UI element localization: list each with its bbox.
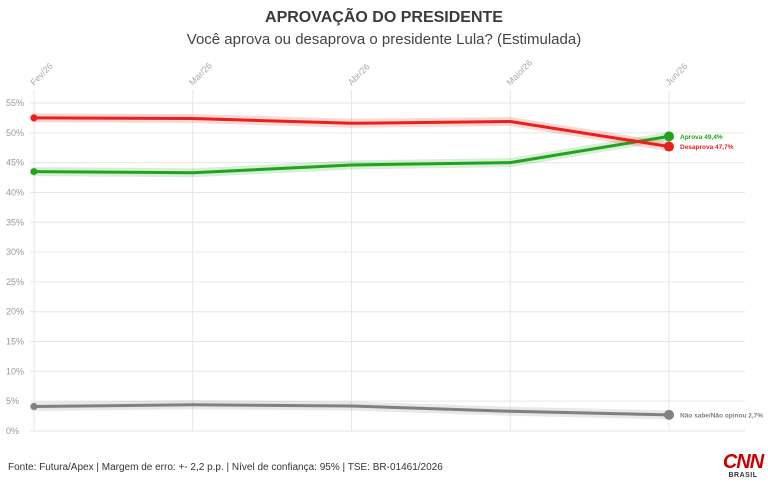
series-end-label: Desaprova 47,7% (680, 144, 734, 151)
y-axis: 0% 5% 10% 15% 20% 25% 30% 35% 40% 45% 50% 55% (6, 98, 24, 436)
series-line (32, 116, 671, 148)
y-tick-label: 50% (6, 128, 24, 138)
logo-sub-text: BRASIL (728, 472, 758, 479)
x-tick-label: Fev/26 (28, 61, 55, 88)
series-start-point (30, 403, 38, 411)
series-end-point (664, 409, 674, 420)
series-start-point (30, 114, 38, 122)
y-tick-label: 40% (6, 187, 24, 197)
x-tick-label: Jun/26 (663, 61, 689, 87)
logo-main-text: CNN (722, 451, 764, 473)
chart-title: APROVAÇÃO DO PRESIDENTE (265, 9, 503, 26)
series-line (32, 134, 671, 175)
y-tick-label: 35% (6, 217, 24, 227)
series-end-label: Aprova 49,4% (680, 134, 723, 141)
cnn-logo: CNN BRASIL (722, 452, 764, 479)
y-tick-label: 10% (6, 366, 24, 376)
series-end-point (664, 141, 674, 152)
x-tick-label: Mar/26 (187, 61, 214, 88)
x-tick-label: Maio/26 (505, 58, 535, 88)
y-tick-label: 45% (6, 158, 24, 168)
series-end-label: Não sabe/Não opinou 2,7% (680, 412, 763, 419)
y-tick-label: 55% (6, 98, 24, 108)
y-tick-label: 30% (6, 247, 24, 257)
y-tick-label: 15% (6, 337, 24, 347)
y-tick-label: 20% (6, 307, 24, 317)
chart-subtitle: Você aprova ou desaprova o presidente Lu… (186, 31, 582, 48)
chart-series: Aprova 49,4% Desaprova 47,7% Não sabe/Não … (29, 113, 763, 420)
series-start-point (30, 168, 38, 176)
series-line (32, 403, 671, 417)
x-tick-label: Abr/26 (346, 62, 372, 88)
chart-grid (30, 90, 745, 432)
x-axis: Fev/26 Mar/26 Abr/26 Maio/26 Jun/26 (28, 58, 689, 88)
source-note: Fonte: Futura/Apex | Margem de erro: +- … (8, 462, 443, 473)
y-tick-label: 25% (6, 277, 24, 287)
y-tick-label: 0% (6, 426, 19, 436)
series-end-point (664, 131, 674, 142)
y-tick-label: 5% (6, 396, 19, 406)
